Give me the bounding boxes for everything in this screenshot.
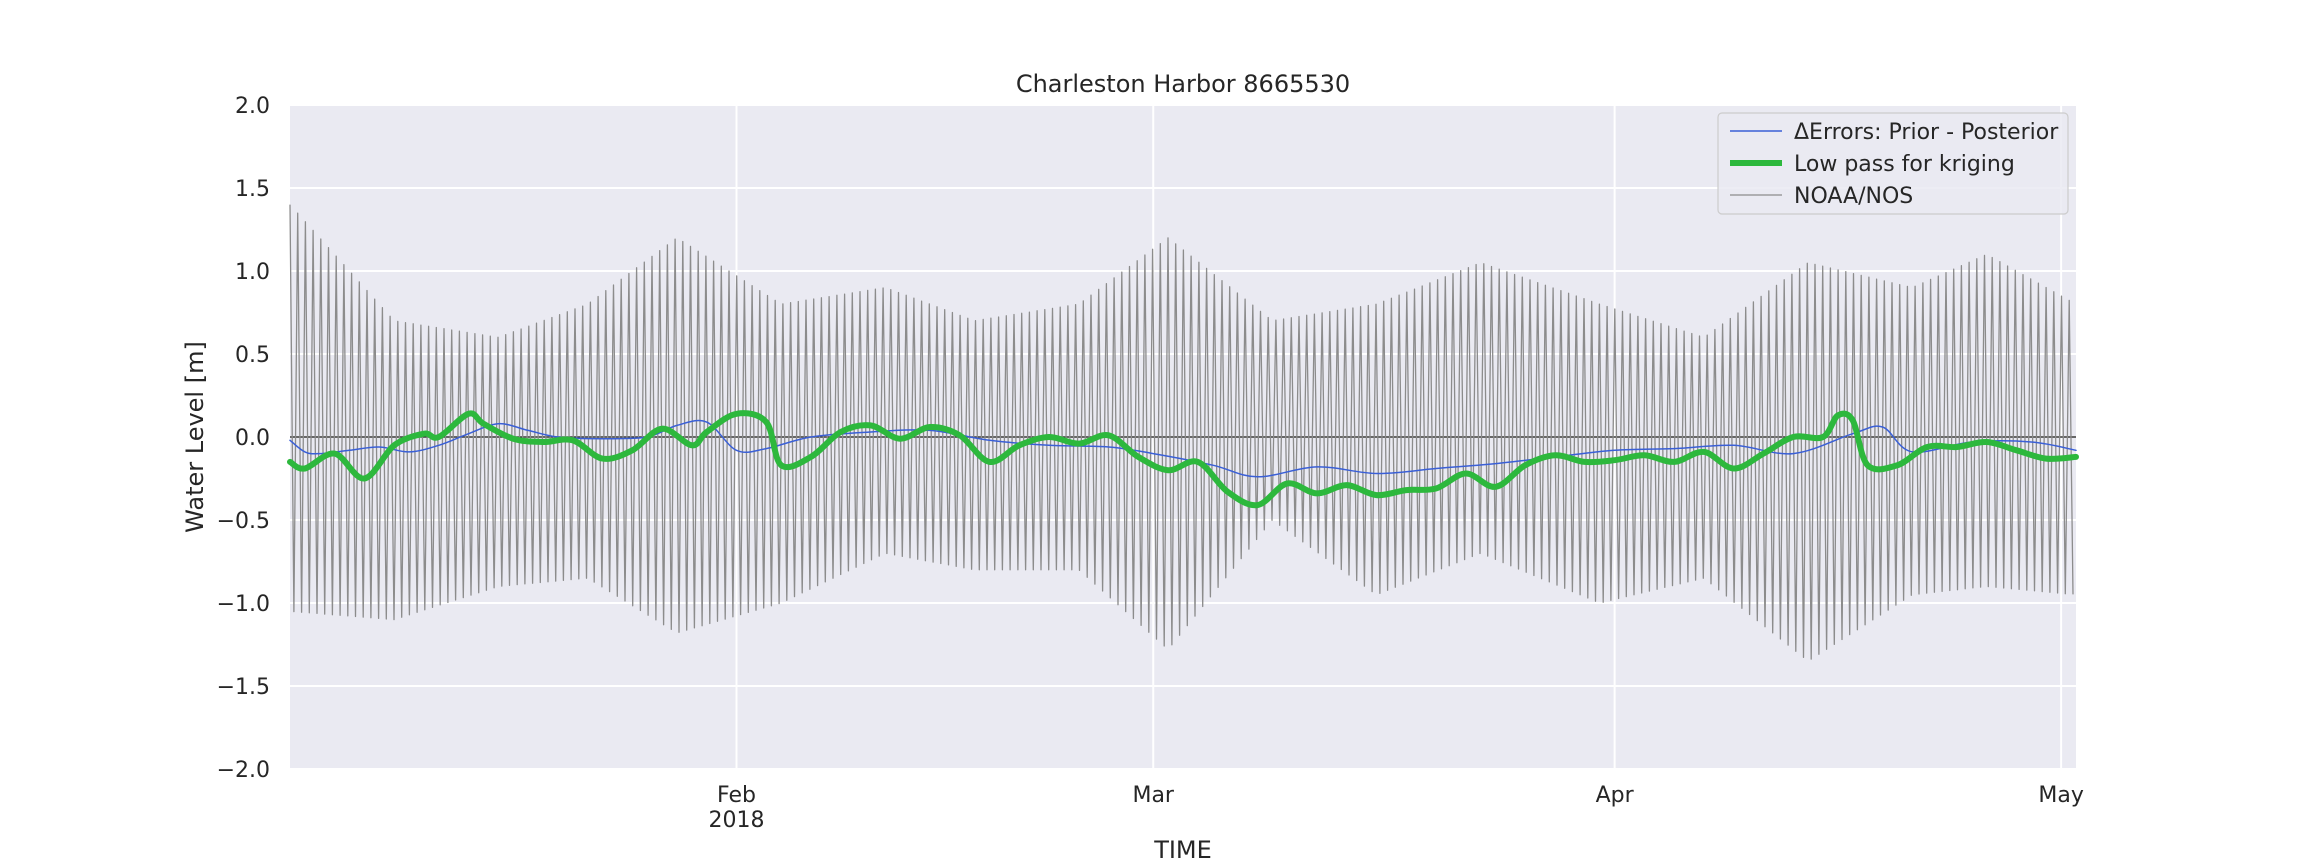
y-axis-label: Water Level [m] <box>181 341 209 533</box>
y-tick-label: −0.5 <box>217 509 270 534</box>
legend-label: ΔErrors: Prior - Posterior <box>1794 120 2059 145</box>
x-tick-sublabel: 2018 <box>709 808 765 833</box>
y-tick-label: −2.0 <box>217 758 270 783</box>
y-tick-label: 0.5 <box>235 343 270 368</box>
series-noaa-nos-line <box>289 204 2074 660</box>
legend-label: NOAA/NOS <box>1794 184 1913 209</box>
y-tick-label: 1.5 <box>235 177 270 202</box>
chart-title: Charleston Harbor 8665530 <box>1016 70 1350 98</box>
y-tick-label: 0.0 <box>235 426 270 451</box>
x-tick-label: May <box>2038 783 2083 808</box>
legend-box <box>1717 112 2069 215</box>
series-low-pass-line <box>287 410 2079 509</box>
x-tick-label: Mar <box>1132 783 1174 808</box>
y-tick-label: 1.0 <box>235 260 270 285</box>
legend-label: Low pass for kriging <box>1794 152 2015 177</box>
y-tick-label: 2.0 <box>235 94 270 119</box>
y-tick-label: −1.5 <box>217 675 270 700</box>
x-axis-label: TIME <box>1153 836 1212 864</box>
x-tick-label: Apr <box>1596 783 1635 808</box>
x-tick-label: Feb <box>717 783 756 808</box>
y-tick-label: −1.0 <box>217 592 270 617</box>
series-delta-errors-line <box>289 419 2077 478</box>
